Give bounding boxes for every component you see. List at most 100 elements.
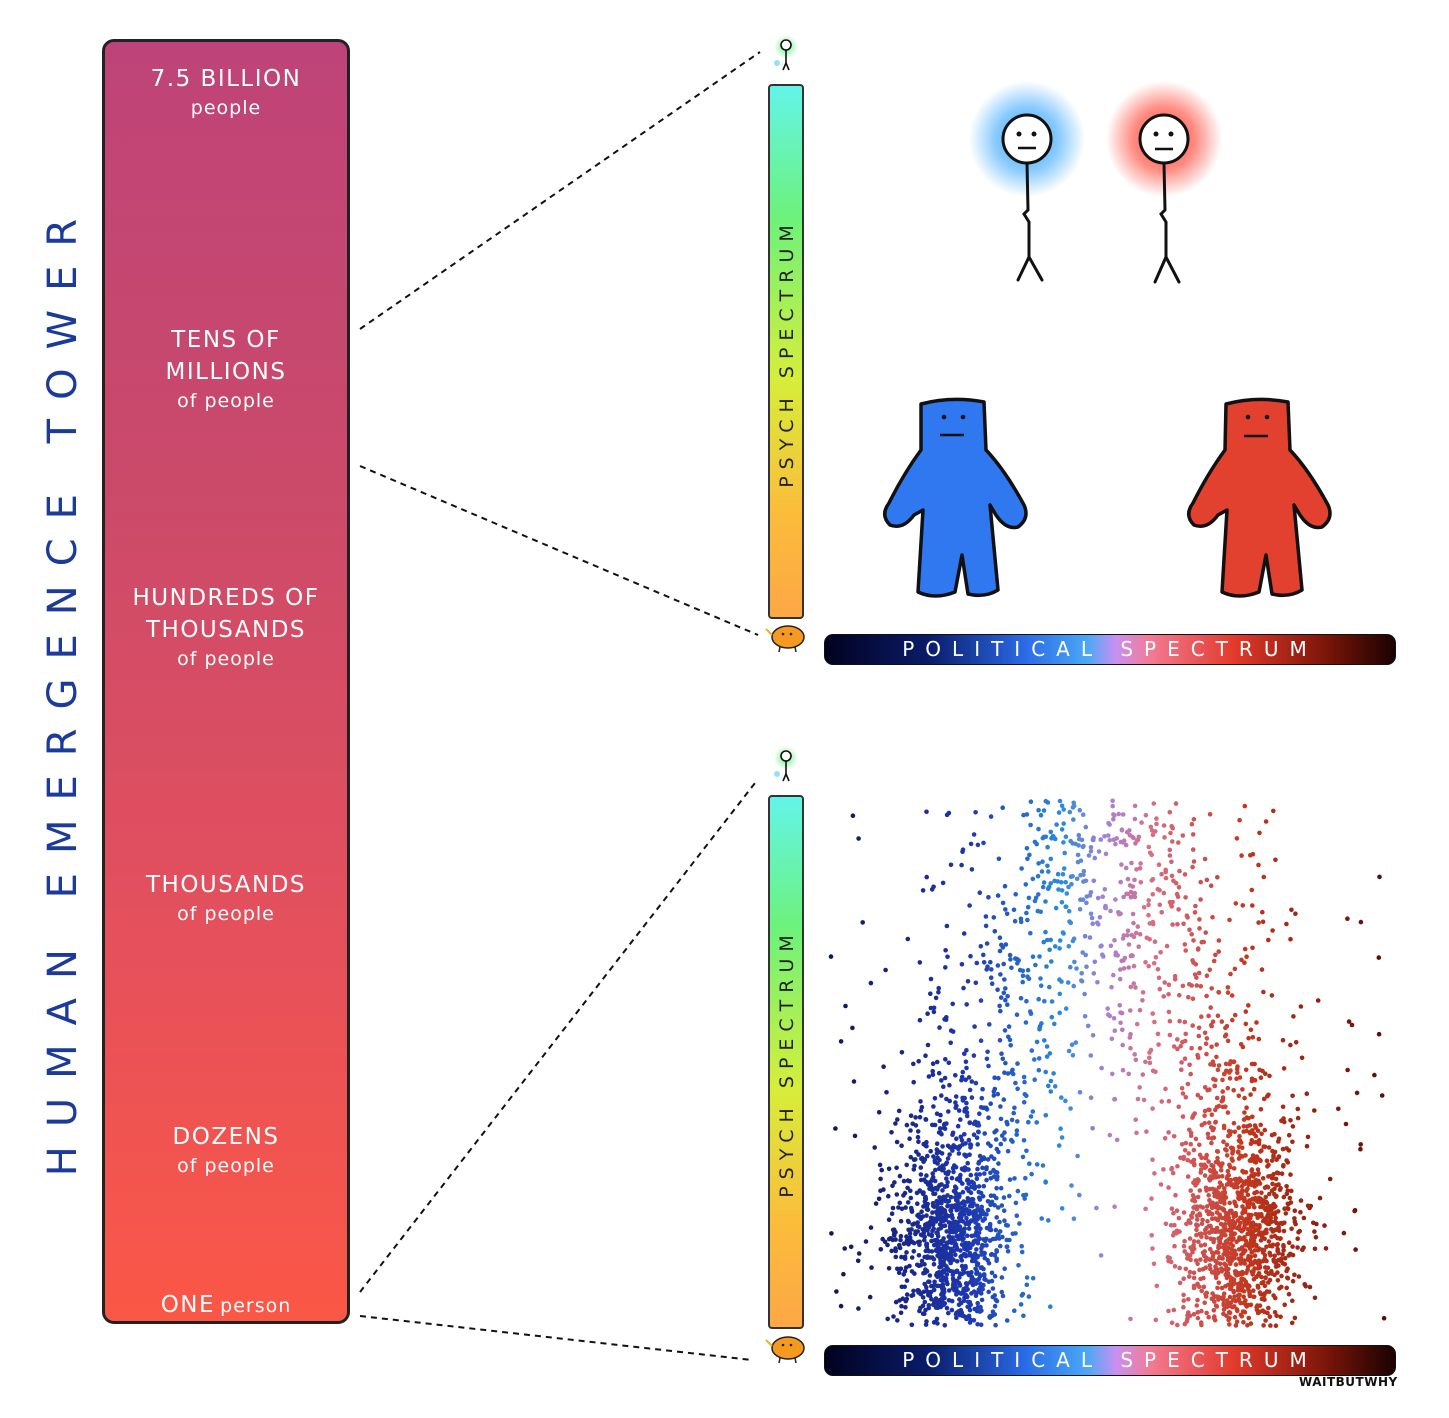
scatter-dot	[1043, 929, 1048, 935]
scatter-dot	[898, 1310, 904, 1316]
scatter-dot	[1215, 1285, 1220, 1291]
scatter-dot	[1202, 1030, 1208, 1036]
scatter-dot	[1358, 919, 1364, 925]
scatter-dot	[1126, 1071, 1131, 1077]
scatter-dot	[1047, 1051, 1053, 1056]
scatter-dot	[940, 1144, 945, 1149]
scatter-dot	[990, 1286, 996, 1291]
scatter-dot	[916, 1152, 921, 1157]
scatter-dot	[903, 1205, 908, 1210]
scatter-dot	[1029, 1171, 1034, 1177]
scatter-dot	[1184, 1221, 1189, 1227]
scatter-dot	[1219, 1019, 1225, 1024]
scatter-dot	[965, 1270, 971, 1276]
scatter-dot	[1022, 1079, 1027, 1085]
scatter-dot	[961, 1236, 966, 1241]
scatter-dot	[1186, 1297, 1191, 1302]
scatter-dot	[924, 1173, 929, 1178]
scatter-dot	[1089, 915, 1095, 921]
scatter-dot	[978, 998, 984, 1003]
scatter-dot	[1180, 1091, 1186, 1096]
scatter-dot	[953, 1105, 958, 1110]
scatter-dot	[1128, 984, 1134, 990]
scatter-dot	[1048, 1304, 1053, 1309]
scatter-dot	[1258, 1149, 1263, 1154]
scatter-dot	[1209, 1216, 1215, 1221]
scatter-dot	[982, 1238, 988, 1244]
scatter-dot	[939, 1078, 944, 1083]
scatter-dot	[1023, 1020, 1029, 1025]
scatter-dot	[1234, 1272, 1239, 1278]
scatter-dot	[1204, 1235, 1209, 1240]
scatter-dot	[1004, 1237, 1010, 1243]
scatter-dot	[1224, 1247, 1230, 1252]
scatter-dot	[1207, 1087, 1212, 1092]
scatter-dot	[1260, 919, 1266, 925]
scatter-dot	[973, 810, 978, 815]
scatter-dot	[1000, 900, 1006, 906]
scatter-dot	[1140, 998, 1145, 1003]
scatter-dot	[1190, 958, 1195, 963]
scatter-dot	[1245, 1257, 1251, 1262]
scatter-dot	[936, 990, 941, 995]
scatter-dot	[1173, 801, 1179, 806]
scatter-dot	[1117, 1003, 1122, 1008]
scatter-dot	[919, 1104, 925, 1110]
scatter-dot	[1233, 1323, 1239, 1328]
scatter-dot	[1005, 1071, 1011, 1076]
scatter-dot	[1213, 1258, 1218, 1264]
scatter-dot	[1061, 866, 1067, 871]
scatter-dot	[1059, 979, 1064, 984]
scatter-dot	[1204, 877, 1210, 883]
scatter-dot	[1032, 1057, 1037, 1062]
scatter-dot	[1198, 1204, 1203, 1209]
scatter-dot	[1097, 915, 1103, 920]
scatter-dot	[1024, 998, 1029, 1004]
scatter-dot	[911, 1061, 916, 1067]
scatter-dot	[1108, 943, 1114, 949]
scatter-dot	[1163, 1221, 1169, 1227]
scatter-dot	[1230, 1158, 1235, 1163]
scatter-dot	[1082, 933, 1088, 939]
scatter-dot	[1059, 888, 1065, 893]
scatter-dot	[1038, 909, 1043, 915]
scatter-dot	[1069, 1042, 1075, 1047]
scatter-dot	[963, 1077, 968, 1083]
scatter-dot	[1037, 954, 1042, 959]
scatter-dot	[1175, 1037, 1180, 1042]
scatter-dot	[1190, 832, 1196, 837]
scatter-dot	[930, 1177, 935, 1182]
scatter-dot	[961, 931, 967, 936]
scatter-dot	[1034, 1039, 1040, 1045]
scatter-dot	[1190, 864, 1195, 870]
scatter-dot	[1194, 1213, 1200, 1218]
scatter-dot	[1280, 1146, 1286, 1152]
scatter-dot	[1345, 1067, 1350, 1073]
scatter-dot	[1002, 1070, 1007, 1075]
scatter-dot	[1162, 980, 1167, 985]
scatter-dot	[1245, 1282, 1250, 1288]
scatter-dot	[945, 1240, 951, 1245]
scatter-dot	[1290, 1124, 1296, 1129]
scatter-dot	[1241, 1124, 1247, 1129]
scatter-dot	[868, 980, 874, 986]
scatter-dot	[1139, 820, 1144, 825]
scatter-dot	[1120, 1027, 1125, 1033]
scatter-dot	[1202, 1108, 1208, 1114]
red-glow-stick-figure	[1106, 81, 1222, 284]
scatter-dot	[1218, 1198, 1223, 1203]
scatter-dot	[1195, 1310, 1201, 1315]
scatter-dot	[1272, 1253, 1277, 1259]
scatter-dot	[1221, 1125, 1227, 1131]
scatter-dot	[1261, 1323, 1266, 1328]
scatter-dot	[1095, 980, 1100, 985]
scatter-dot	[1275, 1246, 1280, 1252]
scatter-dot	[1077, 836, 1082, 842]
scatter-dot	[1288, 1042, 1293, 1048]
scatter-dot	[1313, 1235, 1319, 1240]
scatter-dot	[1044, 964, 1049, 969]
scatter-dot	[904, 1278, 910, 1283]
scatter-dot	[1063, 1006, 1069, 1011]
scatter-dot	[1256, 1212, 1261, 1217]
scatter-dot	[1067, 809, 1073, 815]
